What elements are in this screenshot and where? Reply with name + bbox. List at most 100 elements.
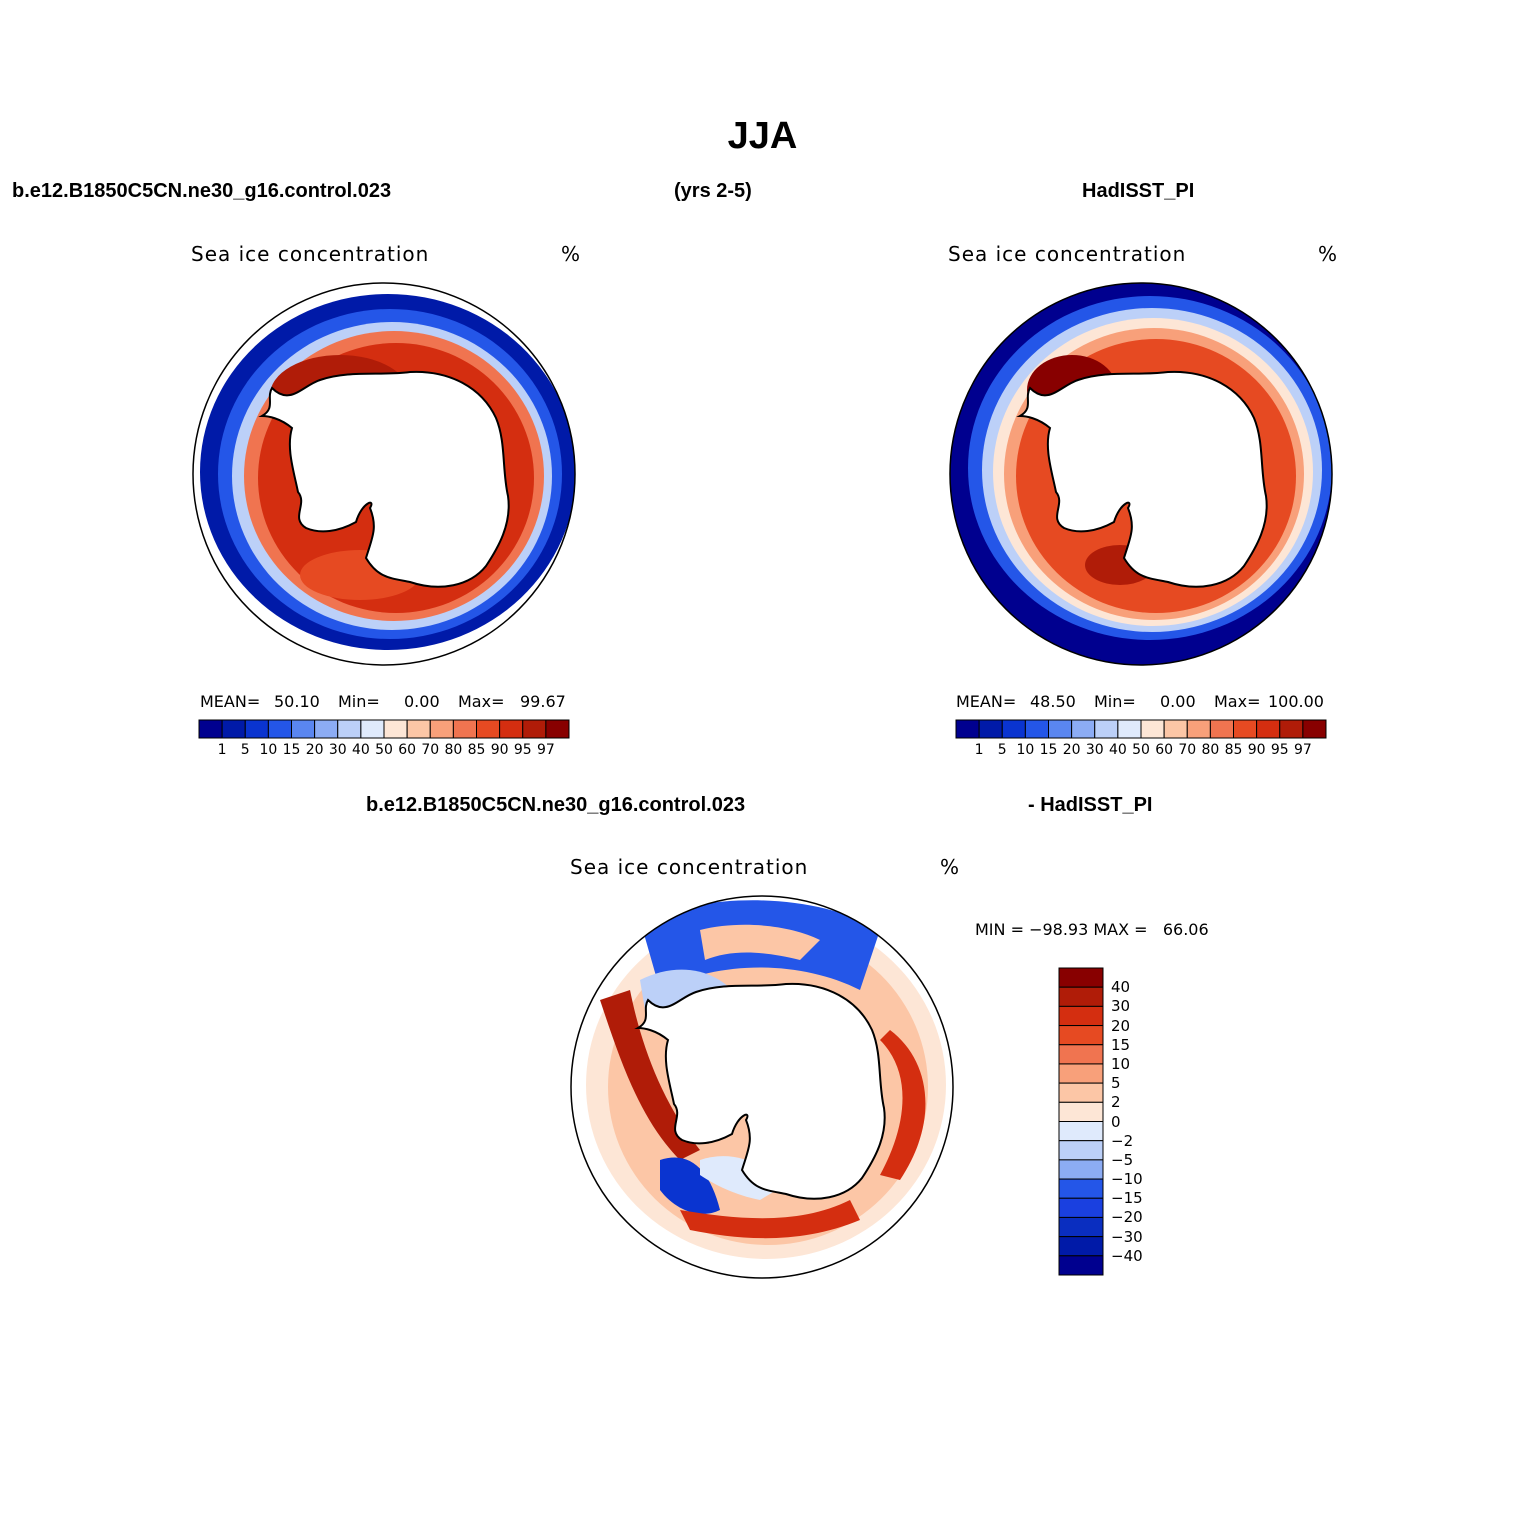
panel2-colorbar — [955, 719, 1327, 739]
diff-colorbar-tick-label: −40 — [1111, 1246, 1143, 1265]
panel2-mean: 48.50 — [1030, 692, 1076, 711]
diff-colorbar-swatch — [1058, 1140, 1104, 1161]
panel2-colorbar-tick-label: 15 — [1039, 742, 1058, 758]
panel1-colorbar-tick-label: 60 — [398, 742, 417, 758]
diff-colorbar-tick-label: −20 — [1111, 1208, 1143, 1227]
panel2-max-label: Max= — [1214, 692, 1261, 711]
diff-colorbar-swatch — [1058, 1255, 1104, 1276]
diff-obs-label: - HadISST_PI — [1028, 794, 1153, 816]
diff-colorbar-tick-label: 20 — [1111, 1016, 1131, 1035]
panel1-max-label: Max= — [458, 692, 505, 711]
diff-colorbar-tick-label: −2 — [1111, 1131, 1134, 1150]
panel2-colorbar-swatch — [1048, 719, 1073, 739]
years-label: (yrs 2-5) — [674, 180, 752, 202]
panel1-colorbar-tick-label: 10 — [259, 742, 278, 758]
panel2-colorbar-tick-label: 10 — [1016, 742, 1035, 758]
panel2-colorbar-swatch — [1024, 719, 1049, 739]
panel1-colorbar-swatch — [452, 719, 477, 739]
diff-colorbar-swatch — [1058, 1005, 1104, 1027]
panel1-colorbar-tick-label: 97 — [536, 742, 555, 758]
panel1-mean: 50.10 — [274, 692, 320, 711]
diff-colorbar-swatch — [1058, 1101, 1104, 1122]
panel2-colorbar-swatch — [1186, 719, 1211, 739]
diff-colorbar-swatch — [1058, 1082, 1104, 1103]
diff-colorbar-swatch — [1058, 1025, 1104, 1046]
panel2-colorbar-swatch — [1163, 719, 1188, 739]
diff-colorbar-swatch — [1058, 1216, 1104, 1238]
panel1-colorbar-swatch — [499, 719, 524, 739]
diff-colorbar-tick-label: 10 — [1111, 1054, 1131, 1073]
panel2-colorbar-swatch — [1117, 719, 1142, 739]
panel1-colorbar-swatch — [221, 719, 246, 739]
panel1-colorbar-swatch — [522, 719, 547, 739]
diff-colorbar-swatch — [1058, 1121, 1104, 1142]
panel2-colorbar-swatch — [1256, 719, 1281, 739]
panel2-colorbar-tick-label: 30 — [1085, 742, 1104, 758]
panel1-colorbar-tick-label: 5 — [240, 742, 250, 758]
panel2-colorbar-swatch — [1279, 719, 1304, 739]
diff-colorbar-tick-label: 0 — [1111, 1112, 1121, 1131]
panel1-colorbar-tick-label: 70 — [421, 742, 440, 758]
diff-colorbar-swatch — [1058, 1063, 1104, 1084]
panel2-min-label: Min= — [1094, 692, 1136, 711]
panel2-variable: Sea ice concentration — [948, 242, 1187, 266]
panel2-colorbar-swatch — [955, 719, 980, 739]
diff-colorbar-swatch — [1058, 1178, 1104, 1199]
panel1-colorbar-tick-label: 80 — [444, 742, 463, 758]
diff-colorbar-tick-label: 40 — [1111, 978, 1131, 997]
diff-map — [570, 895, 954, 1279]
panel2-colorbar-tick-label: 50 — [1132, 742, 1150, 758]
diff-colorbar-tick-label: −30 — [1111, 1227, 1143, 1246]
panel2-colorbar-swatch — [1209, 719, 1234, 739]
diff-colorbar-tick-label: 2 — [1111, 1093, 1121, 1112]
panel1-colorbar-swatch — [291, 719, 316, 739]
panel1-colorbar-swatch — [267, 719, 292, 739]
panel2-units: % — [1318, 242, 1339, 266]
panel2-colorbar-tick-label: 85 — [1224, 742, 1243, 758]
panel2-colorbar-swatch — [1233, 719, 1258, 739]
panel1-colorbar-swatch — [429, 719, 454, 739]
diff-colorbar-tick-label: 30 — [1111, 997, 1131, 1016]
panel1-min: 0.00 — [404, 692, 440, 711]
panel1-colorbar-tick-label: 85 — [467, 742, 486, 758]
panel1-colorbar-tick-label: 90 — [490, 742, 509, 758]
panel1-colorbar-tick-label: 30 — [328, 742, 347, 758]
panel1-colorbar-tick-label: 40 — [351, 742, 370, 758]
panel1-colorbar — [198, 719, 570, 739]
diff-colorbar-tick-label: −5 — [1111, 1150, 1134, 1169]
diff-units: % — [940, 855, 961, 879]
panel1-mean-label: MEAN= — [200, 692, 261, 711]
diff-colorbar-swatch — [1058, 1159, 1104, 1180]
diff-colorbar-swatch — [1058, 986, 1104, 1007]
panel2-colorbar-swatch — [1071, 719, 1096, 739]
panel1-colorbar-swatch — [198, 719, 223, 739]
panel2-colorbar-tick-label: 40 — [1108, 742, 1127, 758]
panel2-colorbar-tick-label: 97 — [1293, 742, 1312, 758]
diff-colorbar-swatch — [1058, 967, 1104, 988]
case-name-label: b.e12.B1850C5CN.ne30_g16.control.023 — [12, 180, 392, 202]
panel1-colorbar-swatch — [314, 719, 339, 739]
panel2-colorbar-tick-label: 95 — [1270, 742, 1289, 758]
panel2-colorbar-tick-label: 70 — [1178, 742, 1197, 758]
panel1-colorbar-tick-label: 20 — [305, 742, 324, 758]
diff-variable: Sea ice concentration — [570, 855, 809, 879]
panel1-colorbar-tick-label: 15 — [282, 742, 301, 758]
panel1-min-label: Min= — [338, 692, 380, 711]
panel2-colorbar-swatch — [978, 719, 1003, 739]
panel1-colorbar-swatch — [244, 719, 269, 739]
panel2-map — [949, 282, 1333, 666]
panel2-colorbar-swatch — [1001, 719, 1026, 739]
panel1-colorbar-swatch — [383, 719, 408, 739]
diff-colorbar — [1058, 967, 1104, 1276]
diff-colorbar-swatch — [1058, 1236, 1104, 1257]
panel2-colorbar-swatch — [1140, 719, 1165, 739]
panel2-colorbar-swatch — [1302, 719, 1327, 739]
panel2-max: 100.00 — [1268, 692, 1324, 711]
panel2-colorbar-tick-label: 80 — [1201, 742, 1220, 758]
panel2-mean-label: MEAN= — [956, 692, 1017, 711]
figure-title: JJA — [727, 115, 798, 157]
panel2-colorbar-tick-label: 90 — [1247, 742, 1266, 758]
panel1-map — [192, 282, 576, 666]
panel2-colorbar-tick-label: 1 — [974, 742, 984, 758]
